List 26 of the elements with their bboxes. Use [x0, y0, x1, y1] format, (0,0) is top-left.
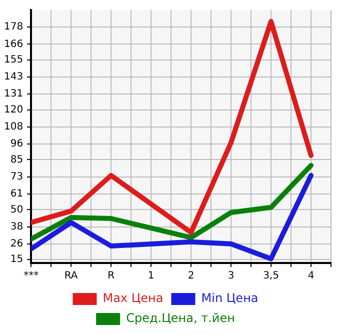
x-tick-label: 1 [148, 270, 154, 282]
y-tick-label: 178 [4, 22, 24, 33]
x-tick-label: *** [24, 270, 39, 282]
y-tick-label: 155 [4, 54, 24, 66]
y-tick-label: 15 [10, 254, 24, 266]
legend-label: Min Цена [201, 291, 258, 306]
y-tick-label: 73 [10, 171, 24, 182]
y-tick-label: 131 [4, 88, 24, 100]
x-tick-label: 3,5 [263, 270, 279, 282]
x-tick-label: RA [64, 270, 78, 282]
x-tick-label: 3 [228, 270, 234, 282]
x-tick-label: 4 [308, 270, 314, 282]
legend-label: Сред.Цена, т.йен [126, 311, 235, 326]
y-tick-label: 61 [10, 188, 24, 200]
y-tick-label: 85 [10, 154, 24, 166]
legend-label: Max Цена [102, 291, 164, 306]
y-tick-label: 50 [10, 204, 24, 216]
y-tick-label: 120 [4, 104, 24, 116]
y-tick-label: 96 [10, 138, 24, 150]
y-tick-label: 166 [4, 38, 24, 50]
y-tick-label: 26 [10, 238, 24, 250]
x-tick-label: 2 [188, 270, 194, 282]
y-tick-label: 38 [10, 221, 24, 232]
y-tick-label: 143 [4, 72, 24, 83]
x-tick-label: R [108, 270, 115, 282]
y-tick-label: 108 [4, 122, 24, 133]
